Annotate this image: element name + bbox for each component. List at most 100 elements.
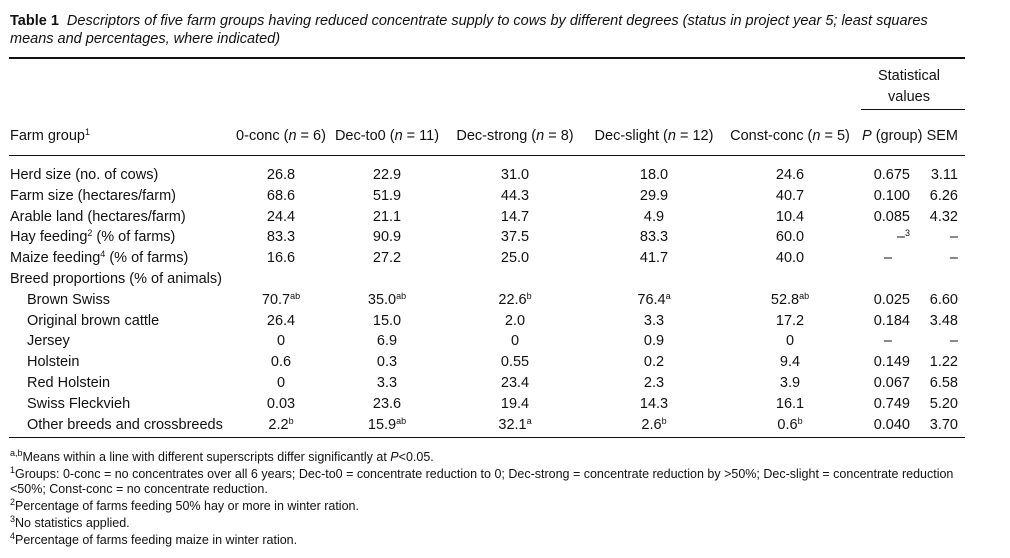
table-cell: 0 [276,375,286,391]
table-cell: 23.4 [500,375,530,391]
sem-cell: 3.11 [930,167,958,183]
column-header-0-conc: 0-conc (n = 6) [236,128,326,144]
table-cell: 3.3 [643,312,665,329]
row-label: Brown Swiss [27,291,110,308]
caption-label: Table 1 [10,13,59,29]
stat-group-rule [861,109,965,110]
sem-cell: 6.60 [929,291,958,308]
table-cell: 60.0 [775,229,805,246]
p-value-cell: 0.085 [873,208,910,225]
table-cell: 0.2 [643,354,665,371]
superscript-marker: 2 [10,497,16,507]
table-cell: 23.6 [372,395,402,412]
table-cell: 0 [510,333,520,350]
superscript-marker: 4 [10,531,16,541]
superscript-marker: ab [799,290,810,301]
row-label: Jersey [27,333,70,350]
p-value-cell: – [883,333,892,350]
stat-values-header-line2: values [888,89,930,105]
sem-cell: – [949,229,958,246]
row-label: Arable land (hectares/farm) [10,208,186,225]
table-cell: 51.9 [372,187,402,204]
column-header-const-conc: Const-conc (n = 5) [730,128,850,144]
table-cell: 37.5 [500,229,530,246]
superscript-marker: 2 [87,228,93,239]
sem-cell: – [949,250,958,267]
table-cell: 19.4 [500,395,530,412]
row-label: Herd size (no. of cows) [10,167,159,183]
p-value-cell: 0.025 [873,291,910,308]
table-cell: 70.7ab [261,290,301,308]
table-cell: 68.6 [266,187,296,204]
table-cell: 44.3 [500,187,530,204]
footnote: 4Percentage of farms feeding maize in wi… [10,531,298,548]
table-cell: 2.3 [643,375,665,391]
table-cell: 24.4 [266,208,296,225]
stat-values-header: Statistical [877,68,941,84]
superscript-marker: b [797,415,803,426]
p-value-cell: – [883,250,892,267]
sem-cell: – [949,333,958,350]
p-value-cell: 0.040 [873,416,910,433]
table-cell: 76.4a [637,290,671,308]
table-cell: 0.6b [777,415,803,433]
table-cell: 35.0ab [367,290,407,308]
table-cell: 2.6b [641,415,667,433]
table-cell: 9.4 [779,354,801,371]
table-cell: 0.3 [376,354,398,371]
table-cell: 14.3 [639,395,669,412]
table-cell: 32.1a [498,415,532,433]
table-cell: 27.2 [372,250,402,267]
table-cell: 29.9 [639,187,669,204]
sem-cell: 6.58 [929,375,958,391]
table-cell: 2.0 [504,312,526,329]
p-value-cell: 0.067 [873,375,910,391]
table-cell: 22.6b [498,290,532,308]
table-cell: 40.7 [775,187,805,204]
superscript-marker: ab [396,290,407,301]
sem-cell: 3.48 [929,312,958,329]
table-cell: 4.9 [643,208,665,225]
column-header-dec-strong: Dec-strong (n = 8) [456,128,574,144]
table-cell: 18.0 [639,167,669,183]
table-cell: 15.0 [372,312,402,329]
row-label: Other breeds and crossbreeds [27,416,223,433]
bottom-rule [9,437,965,438]
farm-group-header: Farm group1 [10,127,90,145]
footnote: 2Percentage of farms feeding 50% hay or … [10,497,359,514]
row-label: Maize feeding4 (% of farms) [10,249,189,267]
superscript-marker: a [665,290,671,301]
header-rule [9,155,965,156]
table-cell: 16.6 [266,250,296,267]
table-cell: 83.3 [639,229,669,246]
table-cell: 22.9 [372,167,402,183]
sem-header: SEM [926,128,958,144]
table-cell: 17.2 [775,312,805,329]
top-rule [9,57,965,59]
row-label: Farm size (hectares/farm) [10,187,176,204]
table-cell: 16.1 [775,395,805,412]
table-cell: 21.1 [372,208,402,225]
table-caption: Table 1 Descriptors of five farm groups … [10,12,975,48]
table-cell: 3.9 [779,375,801,391]
table-cell: 40.0 [775,250,805,267]
footnote: 1Groups: 0-conc = no concentrates over a… [10,465,954,497]
superscript-marker: a [526,415,532,426]
table-cell: 10.4 [775,208,805,225]
superscript-marker: ab [290,290,301,301]
row-label: Breed proportions (% of animals) [10,271,222,287]
table-cell: 0.6 [270,354,292,371]
sem-cell: 4.32 [929,208,958,225]
sem-cell: 3.70 [929,416,958,433]
p-group-header: P (group) [862,128,923,144]
column-header-dec-slight: Dec-slight (n = 12) [594,128,714,144]
superscript-marker: 4 [100,249,106,260]
p-value-cell: 0.100 [873,187,910,204]
row-label: Original brown cattle [27,312,160,329]
row-label: Holstein [27,354,80,371]
sem-cell: 6.26 [929,187,958,204]
p-value-cell: 0.184 [873,312,910,329]
row-label: Red Holstein [27,375,111,391]
superscript-marker: b [526,290,532,301]
superscript-marker: a,b [10,448,23,458]
